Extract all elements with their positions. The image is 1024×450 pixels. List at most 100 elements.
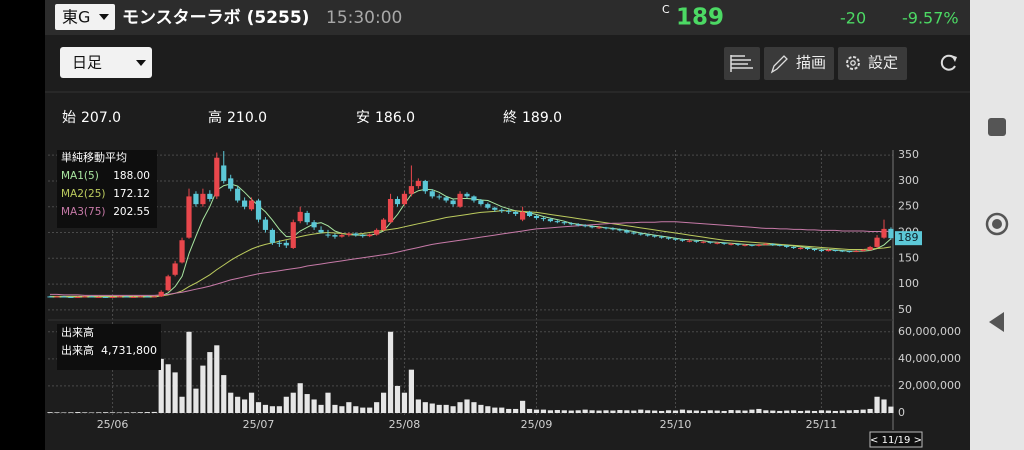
gear-center — [850, 60, 856, 66]
candle-body — [54, 296, 60, 298]
volume-bar — [262, 404, 269, 413]
volume-bar — [353, 406, 359, 413]
volume-bar — [561, 410, 567, 413]
candle-body — [47, 296, 53, 298]
candle-body — [631, 232, 637, 234]
draw-button[interactable] — [764, 47, 834, 80]
y-tick-label: 300 — [898, 174, 919, 187]
volume-bar — [686, 410, 692, 413]
volume-bar — [464, 399, 470, 413]
settings-button[interactable] — [838, 47, 907, 80]
volume-bar — [269, 406, 275, 413]
candle-body — [367, 234, 373, 237]
y-tick-label: 250 — [898, 200, 919, 213]
candle-body — [638, 233, 644, 235]
candle-body — [728, 243, 734, 245]
volume-bar — [533, 409, 540, 413]
home-button[interactable] — [985, 212, 1009, 236]
volume-bar — [123, 412, 130, 413]
volume-bar — [61, 412, 67, 413]
volume-bar — [728, 410, 734, 413]
legend-name: MA1(5) — [61, 170, 99, 182]
candle-body — [360, 235, 366, 237]
home-dot — [992, 219, 1002, 229]
refresh-icon[interactable] — [940, 54, 956, 71]
volume-bar — [290, 392, 296, 413]
candle-body — [290, 222, 296, 248]
volume-bar — [485, 406, 491, 413]
dropdown-arrow — [136, 60, 146, 66]
candle-body — [540, 218, 547, 220]
change-percent: -9.57% — [902, 9, 959, 28]
volume-bar — [659, 410, 665, 413]
exchange-select[interactable] — [55, 4, 115, 30]
settings-label: 設定 — [868, 54, 898, 72]
volume-bar — [672, 410, 679, 413]
volume-bar — [638, 409, 644, 413]
volume-bar — [255, 402, 262, 413]
indicator-icon — [730, 55, 753, 72]
candle-body — [471, 196, 477, 201]
recents-button[interactable] — [988, 118, 1006, 136]
candle-body — [811, 249, 818, 251]
price: 189 — [676, 5, 724, 31]
volume-bar — [408, 369, 414, 413]
ohlc-value: 189.0 — [522, 110, 562, 126]
candle-body — [478, 200, 484, 205]
candle-body — [804, 247, 811, 249]
volume-bar — [610, 410, 616, 413]
candle-body — [96, 296, 102, 298]
volume-bar — [478, 404, 484, 413]
volume-bar — [513, 408, 519, 413]
volume-bar — [749, 409, 755, 413]
candle-body — [228, 178, 234, 189]
volume-bar — [881, 399, 887, 413]
ma-line — [50, 210, 892, 297]
volume-bar — [304, 394, 310, 413]
candle-body — [61, 296, 67, 298]
volume-bar — [144, 412, 150, 413]
candle-body — [575, 224, 581, 226]
candle-body — [283, 242, 289, 246]
candle-body — [526, 211, 533, 216]
candle-body — [707, 241, 713, 243]
volume-bar — [839, 410, 845, 413]
volume-bar — [540, 409, 547, 413]
candle-body — [617, 229, 623, 231]
ohlc-value: 210.0 — [227, 110, 267, 126]
volume-bar — [75, 412, 81, 413]
candle-body — [492, 207, 498, 210]
period-select[interactable] — [60, 47, 152, 78]
back-button[interactable] — [989, 312, 1004, 332]
candle-body — [242, 200, 248, 207]
volume-bar — [679, 409, 686, 413]
candle-body — [686, 240, 692, 242]
x-tick-label: 25/07 — [243, 418, 275, 431]
volume-bar — [804, 410, 811, 413]
candle-body — [443, 197, 449, 201]
draw-label: 描画 — [796, 54, 826, 72]
candle-body — [742, 244, 748, 246]
volume-bar — [422, 402, 428, 413]
volume-bar — [471, 402, 477, 413]
date-nav-label: < 11/19 > — [870, 435, 922, 446]
candle-body — [75, 296, 81, 298]
volume-bar — [151, 411, 157, 413]
candle-body — [221, 165, 227, 181]
candle-body — [679, 239, 686, 241]
candle-body — [568, 223, 574, 225]
volume-bar — [867, 408, 873, 413]
candle-body — [596, 227, 602, 229]
volume-bar — [700, 410, 706, 413]
volume-tick-label: 60,000,000 — [898, 325, 961, 338]
volume-bar — [374, 402, 380, 413]
volume-bar — [499, 407, 505, 413]
candle-body — [533, 216, 540, 219]
candle-body — [346, 233, 352, 236]
volume-bar — [109, 412, 116, 413]
legend-value: 172.12 — [113, 188, 150, 200]
volume-value: 4,731,800 — [101, 344, 157, 357]
candle-body — [401, 193, 408, 205]
date-nav[interactable] — [869, 431, 923, 448]
volume-bar — [242, 399, 248, 413]
